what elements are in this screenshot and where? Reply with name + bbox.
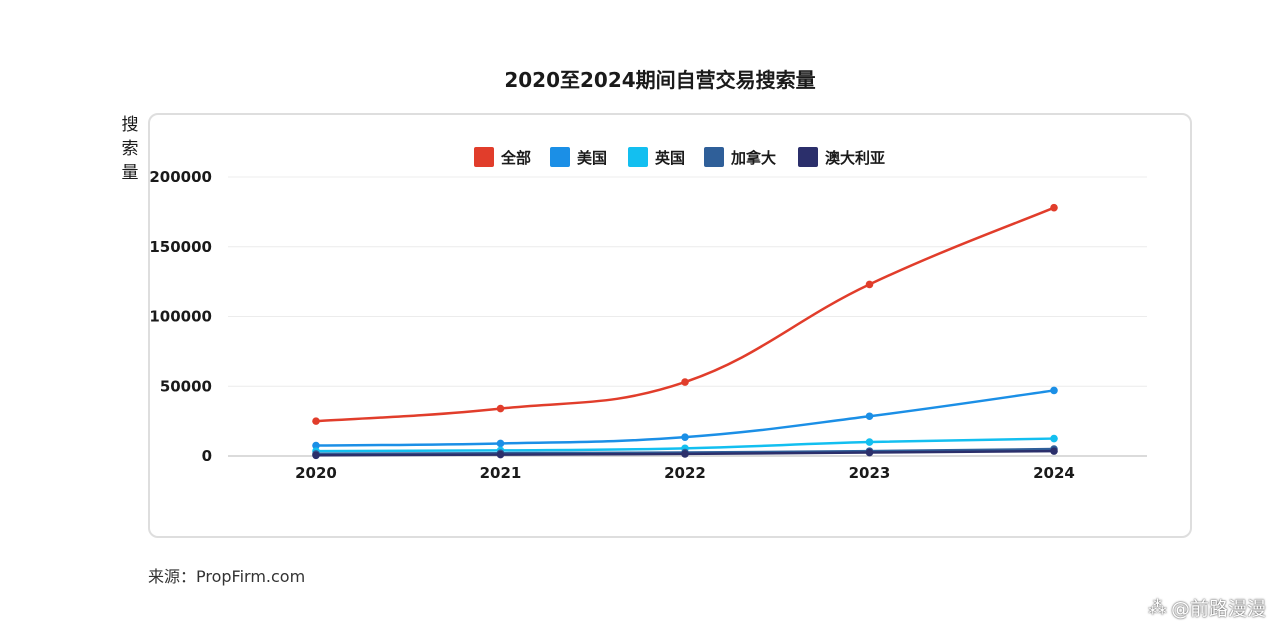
x-tick-label: 2020	[295, 464, 337, 482]
data-point	[496, 439, 505, 448]
y-axis-label-char: 索	[121, 139, 139, 159]
y-axis-label: 搜索量	[119, 113, 141, 185]
data-point	[1050, 203, 1058, 212]
data-point	[496, 450, 505, 459]
legend-label: 英国	[655, 149, 685, 167]
legend-swatch	[550, 147, 570, 167]
legend-label: 全部	[500, 149, 531, 167]
data-point	[681, 433, 689, 441]
data-point	[681, 378, 689, 386]
x-tick-label: 2022	[664, 464, 706, 482]
data-point	[1050, 447, 1058, 455]
x-tick-label: 2021	[480, 464, 522, 482]
legend-swatch	[704, 147, 724, 167]
data-point	[312, 441, 320, 450]
legend-label: 加拿大	[730, 149, 776, 167]
y-tick-label: 200000	[149, 168, 212, 186]
x-tick-label: 2024	[1033, 464, 1075, 482]
watermark-text: @前路漫漫	[1170, 598, 1266, 620]
legend-swatch	[798, 147, 818, 167]
legend-swatch	[474, 147, 494, 167]
y-axis-label-char: 量	[121, 163, 139, 183]
watermark: ⁂ @前路漫漫	[1148, 594, 1266, 621]
data-point	[865, 448, 874, 457]
legend-label: 美国	[577, 149, 607, 167]
data-point	[1050, 434, 1058, 443]
data-point	[496, 404, 505, 413]
data-point	[1050, 386, 1058, 395]
data-point	[681, 450, 689, 458]
chart-title: 2020至2024期间自营交易搜索量	[504, 68, 816, 92]
chart-card	[148, 113, 1192, 538]
legend-label: 澳大利亚	[825, 149, 885, 167]
data-point	[865, 280, 874, 289]
series-line-0	[314, 206, 1056, 423]
y-tick-label: 0	[202, 447, 212, 465]
data-point	[312, 451, 320, 460]
y-tick-label: 50000	[160, 377, 212, 395]
zhihu-logo-icon: ⁂	[1147, 596, 1167, 619]
data-point	[865, 438, 874, 446]
legend-swatch	[628, 147, 648, 167]
y-axis-label-char: 搜	[121, 115, 139, 135]
y-tick-label: 100000	[149, 308, 212, 326]
x-tick-label: 2023	[849, 464, 891, 482]
y-tick-label: 150000	[149, 238, 212, 256]
data-point	[312, 417, 320, 425]
data-point	[865, 412, 874, 421]
source-note: 来源：PropFirm.com	[148, 567, 306, 586]
